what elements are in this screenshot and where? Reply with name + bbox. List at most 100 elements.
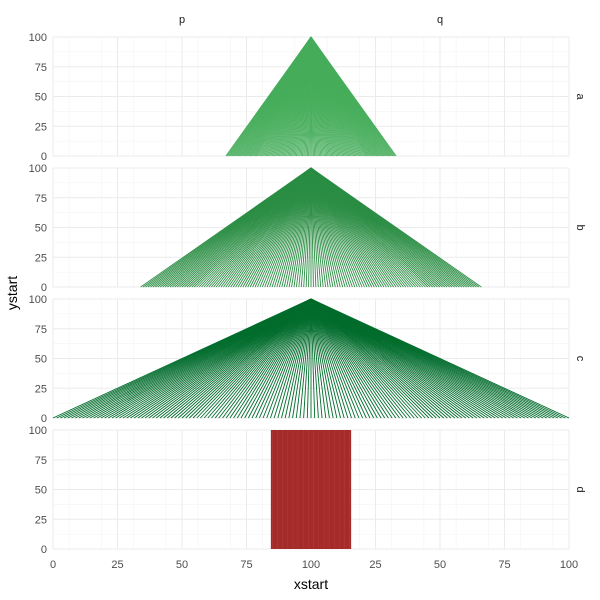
y-tick-label: 100 <box>29 163 47 175</box>
y-tick-label: 75 <box>35 193 47 205</box>
col-strip-q: q <box>437 14 443 26</box>
segment <box>310 298 404 419</box>
x-tick-label: 75 <box>240 559 252 571</box>
y-tick-label: 50 <box>35 354 47 366</box>
col-strip-p: p <box>179 14 185 26</box>
segment <box>310 298 419 419</box>
y-tick-label: 50 <box>35 223 47 235</box>
y-tick-label: 75 <box>35 324 47 336</box>
x-tick-label: 25 <box>369 559 381 571</box>
y-tick-label: 0 <box>41 151 47 163</box>
y-tick-label: 25 <box>35 121 47 133</box>
segment <box>310 298 364 419</box>
labels-layer: p qabcd0255075100025507510002550751000255… <box>29 14 586 571</box>
segment <box>310 298 393 419</box>
segment <box>207 298 312 419</box>
segment <box>310 298 330 419</box>
segment <box>214 298 312 419</box>
segment <box>310 298 389 419</box>
segment <box>288 298 312 419</box>
x-axis-title: xstart <box>294 576 328 592</box>
y-tick-label: 0 <box>41 282 47 294</box>
segment <box>292 298 312 419</box>
y-tick-label: 100 <box>29 294 47 306</box>
segment <box>203 298 312 419</box>
y-tick-label: 0 <box>41 413 47 425</box>
y-axis-title: ystart <box>4 276 20 310</box>
segment <box>233 298 312 419</box>
segment <box>258 298 312 419</box>
segment <box>310 298 356 419</box>
segment <box>310 298 334 419</box>
row-strip-d: d <box>574 486 586 492</box>
panel-b-marks <box>140 167 482 288</box>
row-strip-b: b <box>574 224 586 230</box>
segment <box>251 298 312 419</box>
x-tick-label: 100 <box>302 559 320 571</box>
x-tick-label: 100 <box>560 559 578 571</box>
segment <box>284 298 312 419</box>
segment <box>255 298 312 419</box>
y-tick-label: 75 <box>35 455 47 467</box>
panel-c-marks <box>52 298 570 419</box>
segment <box>295 298 312 419</box>
segment <box>310 298 397 419</box>
segment <box>310 298 349 419</box>
x-tick-label: 0 <box>50 559 56 571</box>
segment <box>310 298 352 419</box>
segment <box>240 298 312 419</box>
panel-d-marks <box>270 430 352 549</box>
segment <box>218 298 312 419</box>
row-strip-a: a <box>574 93 586 100</box>
segment <box>310 298 327 419</box>
segment <box>310 298 338 419</box>
segment <box>270 298 312 419</box>
y-tick-label: 25 <box>35 383 47 395</box>
x-tick-label: 50 <box>176 559 188 571</box>
y-tick-label: 100 <box>29 425 47 437</box>
x-tick-label: 50 <box>434 559 446 571</box>
segment <box>277 298 312 419</box>
segment <box>299 298 312 419</box>
segment <box>222 298 312 419</box>
segment <box>310 298 341 419</box>
segment <box>310 298 375 419</box>
segment <box>262 298 312 419</box>
segment <box>310 167 482 288</box>
segment <box>200 298 312 419</box>
y-tick-label: 50 <box>35 485 47 497</box>
segment <box>310 298 411 419</box>
y-tick-label: 100 <box>29 32 47 44</box>
segment <box>310 298 360 419</box>
panels-layer <box>52 36 570 550</box>
segment <box>310 298 400 419</box>
y-tick-label: 25 <box>35 514 47 526</box>
panel-a-marks <box>225 36 397 157</box>
y-tick-label: 25 <box>35 252 47 264</box>
segment <box>310 298 345 419</box>
segment <box>306 298 312 419</box>
segment <box>310 298 378 419</box>
segment <box>247 298 312 419</box>
segment <box>310 36 397 157</box>
segment <box>244 298 312 419</box>
segment <box>281 298 312 419</box>
segment <box>236 298 312 419</box>
segment <box>310 298 570 419</box>
y-tick-label: 75 <box>35 62 47 74</box>
segment <box>310 298 316 419</box>
x-tick-label: 25 <box>111 559 123 571</box>
x-tick-label: 75 <box>498 559 510 571</box>
segment <box>225 298 312 419</box>
segment <box>310 298 371 419</box>
segment <box>310 298 382 419</box>
segment <box>211 298 312 419</box>
segment <box>310 298 367 419</box>
segment <box>310 298 319 419</box>
segment <box>310 298 386 419</box>
segment <box>303 298 312 419</box>
segment <box>266 298 312 419</box>
segment <box>310 298 415 419</box>
segment <box>310 298 408 419</box>
